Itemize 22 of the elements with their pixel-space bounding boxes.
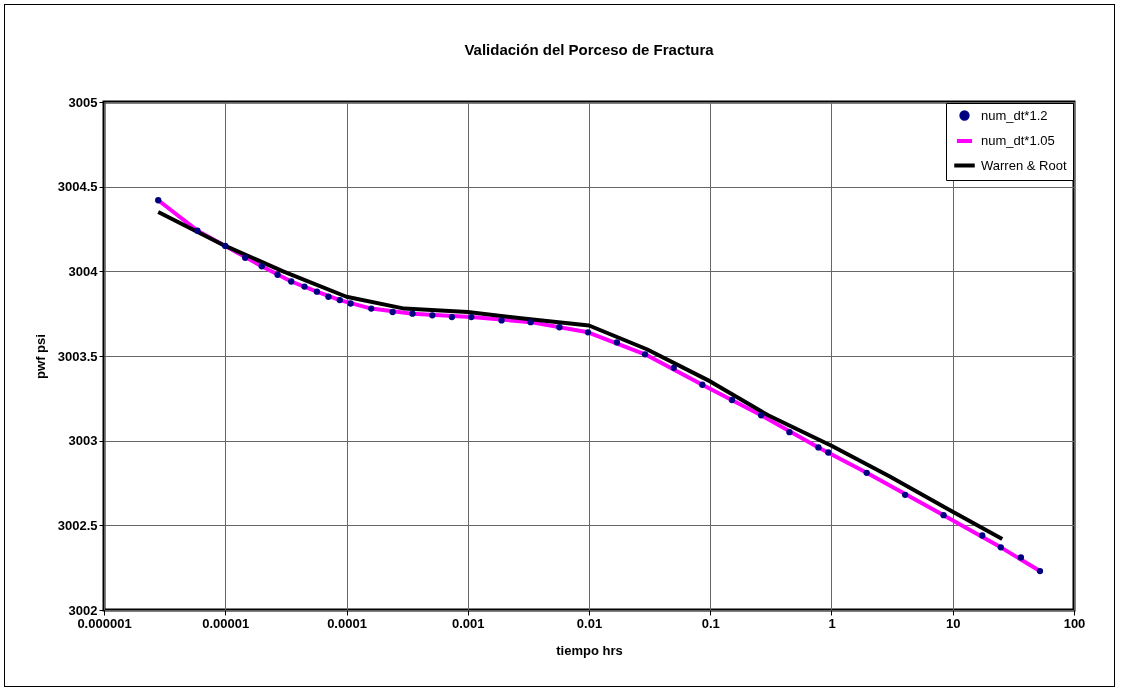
y-tick-label: 3004: [68, 263, 99, 279]
x-tick-label: 0.01: [576, 615, 603, 631]
x-axis-title: tiempo hrs: [556, 642, 623, 658]
y-tick-label: 3002.5: [57, 517, 98, 533]
x-tick-label: 1: [828, 615, 836, 631]
legend-label: Warren & Root: [981, 157, 1067, 173]
y-tick-label: 3002: [68, 602, 98, 618]
x-tick-label: 0.00001: [202, 615, 250, 631]
chart-title: Validación del Porceso de Fractura: [464, 41, 715, 58]
y-tick-label: 3004.5: [57, 179, 98, 195]
y-tick-label: 3003.5: [57, 348, 98, 364]
x-tick-label: 0.001: [451, 615, 485, 631]
x-tick-label: 100: [1063, 615, 1086, 631]
x-tick-label: 0.1: [701, 615, 720, 631]
y-tick-label: 3003: [68, 433, 98, 449]
x-tick-label: 10: [946, 615, 961, 631]
legend-label: num_dt*1.2: [981, 107, 1048, 123]
x-tick-label: 0.000001: [77, 615, 132, 631]
y-axis-title: pwf psi: [32, 334, 48, 379]
x-tick-label: 0.0001: [327, 615, 367, 631]
y-tick-label: 3005: [68, 94, 98, 110]
legend-label: num_dt*1.05: [981, 133, 1055, 148]
